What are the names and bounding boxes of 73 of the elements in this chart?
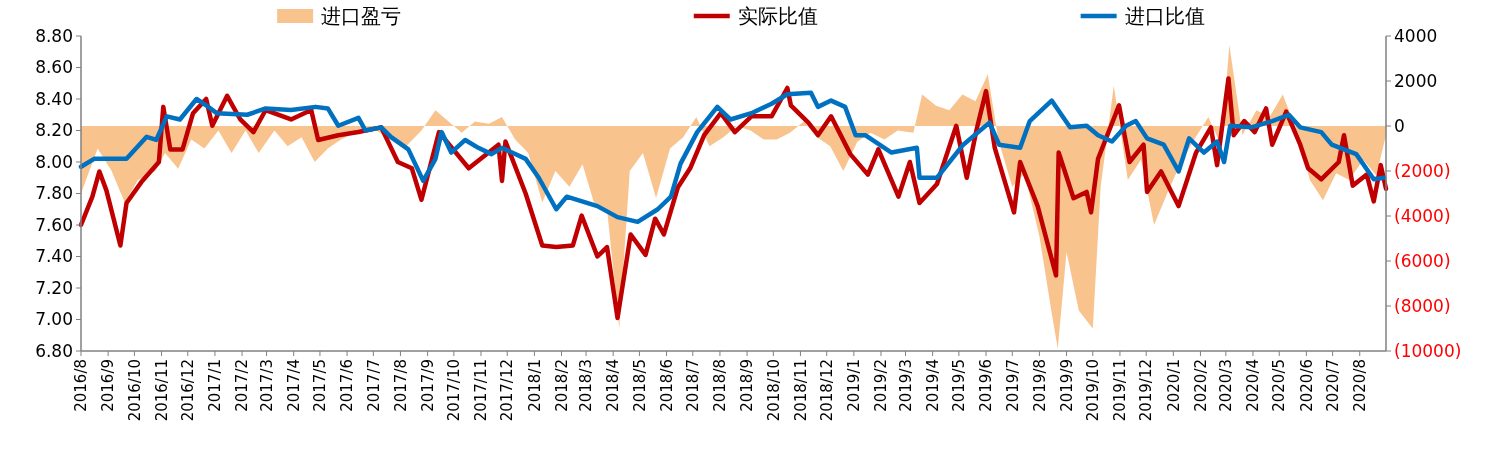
x-tick-label: 2019/4 <box>923 359 942 412</box>
x-tick-label: 2018/11 <box>791 359 810 422</box>
y-tick-label: 8.20 <box>35 120 73 141</box>
y2-tick-label: 2000 <box>1394 70 1438 91</box>
x-tick-label: 2018/12 <box>817 359 836 422</box>
y-tick-label: 7.20 <box>35 277 73 298</box>
x-tick-label: 2020/3 <box>1217 359 1236 412</box>
x-tick-label: 2016/8 <box>72 359 91 412</box>
x-tick-label: 2017/4 <box>284 359 303 412</box>
x-tick-label: 2019/3 <box>896 359 915 412</box>
y-tick-label: 7.60 <box>35 214 73 235</box>
x-tick-label: 2016/10 <box>125 359 144 422</box>
y-tick-label: 8.60 <box>35 57 73 78</box>
x-tick-label: 2017/1 <box>206 359 225 412</box>
y-tick-label: 8.00 <box>35 151 73 172</box>
x-tick-label: 2020/6 <box>1297 359 1316 412</box>
x-tick-label: 2018/2 <box>552 359 571 412</box>
x-tick-label: 2018/8 <box>711 359 730 412</box>
x-tick-label: 2017/6 <box>338 359 357 412</box>
x-tick-label: 2018/10 <box>764 359 783 422</box>
x-tick-label: 2018/3 <box>577 359 596 412</box>
y2-tick-label: (8000) <box>1394 295 1451 316</box>
x-tick-label: 2019/10 <box>1084 359 1103 422</box>
x-tick-label: 2020/4 <box>1244 359 1263 412</box>
y-tick-label: 7.40 <box>35 246 73 267</box>
x-tick-label: 2019/2 <box>872 359 891 412</box>
x-tick-label: 2019/11 <box>1111 359 1130 422</box>
legend-label: 进口比值 <box>1124 4 1205 28</box>
y2-tick-label: 0 <box>1394 115 1405 136</box>
y2-tick-label: (6000) <box>1394 250 1451 271</box>
x-tick-label: 2019/9 <box>1057 359 1076 412</box>
y2-tick-label: 4000 <box>1394 25 1438 46</box>
x-tick-label: 2017/5 <box>311 359 330 412</box>
y-tick-label: 7.00 <box>35 309 73 330</box>
x-tick-label: 2018/6 <box>657 359 676 412</box>
y2-tick-label: (10000) <box>1394 340 1462 361</box>
y-tick-label: 6.80 <box>35 340 73 361</box>
x-tick-label: 2020/8 <box>1350 359 1369 412</box>
x-tick-label: 2018/4 <box>604 359 623 412</box>
legend-label: 实际比值 <box>737 4 818 28</box>
x-tick-label: 2020/5 <box>1270 359 1289 412</box>
x-tick-label: 2019/1 <box>845 359 864 412</box>
x-tick-label: 2017/9 <box>418 359 437 412</box>
x-tick-label: 2017/12 <box>498 359 517 422</box>
y-tick-label: 8.40 <box>35 88 73 109</box>
x-tick-label: 2017/11 <box>472 359 491 422</box>
x-tick-label: 2016/12 <box>179 359 198 422</box>
x-tick-label: 2019/8 <box>1030 359 1049 412</box>
x-tick-label: 2019/6 <box>977 359 996 412</box>
x-tick-label: 2017/3 <box>257 359 276 412</box>
line-series <box>78 90 1387 225</box>
x-tick-label: 2016/9 <box>99 359 118 412</box>
legend-label: 进口盈亏 <box>321 4 402 28</box>
x-tick-label: 2016/11 <box>152 359 171 422</box>
x-tick-label: 2019/12 <box>1137 359 1156 422</box>
x-tick-label: 2020/2 <box>1191 359 1210 412</box>
x-tick-label: 2020/7 <box>1323 359 1342 412</box>
x-tick-label: 2018/7 <box>684 359 703 412</box>
x-tick-label: 2018/5 <box>630 359 649 412</box>
line-series <box>78 76 1389 321</box>
x-tick-label: 2017/8 <box>391 359 410 412</box>
x-tick-label: 2018/9 <box>738 359 757 412</box>
y2-tick-label: (2000) <box>1394 160 1451 181</box>
y-tick-label: 8.80 <box>35 25 73 46</box>
y-tick-label: 7.80 <box>35 183 73 204</box>
y2-tick-label: (4000) <box>1394 205 1451 226</box>
x-tick-label: 2017/7 <box>364 359 383 412</box>
x-tick-label: 2020/1 <box>1164 359 1183 412</box>
x-tick-label: 2017/10 <box>445 359 464 422</box>
x-tick-label: 2017/2 <box>233 359 252 412</box>
x-tick-label: 2018/1 <box>525 359 544 412</box>
x-tick-label: 2019/7 <box>1003 359 1022 412</box>
x-tick-label: 2019/5 <box>950 359 969 412</box>
